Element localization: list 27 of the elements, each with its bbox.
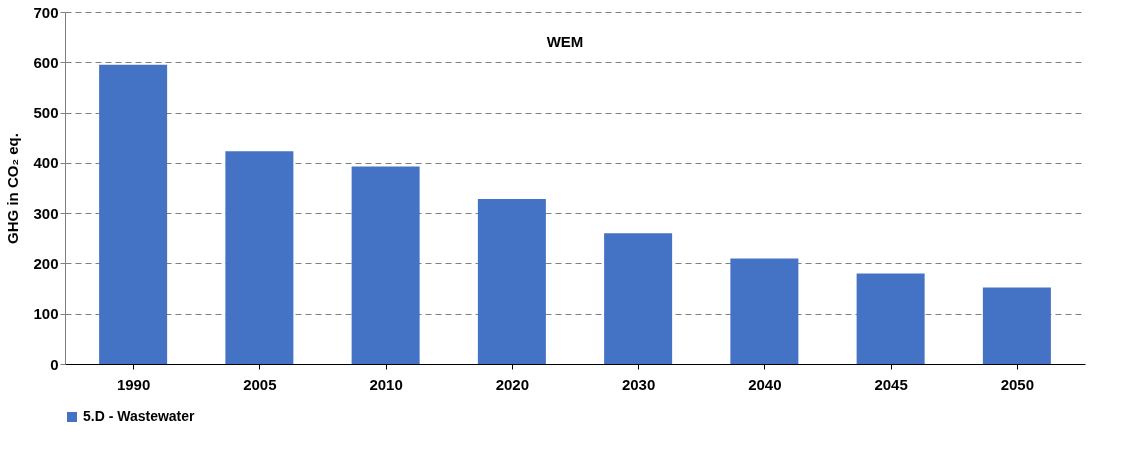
y-tick-label: 300 xyxy=(33,204,59,222)
y-tick-label: 500 xyxy=(33,104,59,122)
legend-label: 5.D - Wastewater xyxy=(83,408,196,424)
y-axis-title: GHG in CO₂ eq. xyxy=(4,133,22,244)
x-tick-label: 1990 xyxy=(116,375,151,393)
y-tick-label: 700 xyxy=(33,3,59,21)
bar xyxy=(351,166,420,364)
bar xyxy=(99,64,168,364)
bar xyxy=(604,233,673,364)
annotation: WEM xyxy=(546,33,584,50)
y-tick-label: 600 xyxy=(33,53,59,71)
bar xyxy=(856,273,925,364)
x-tick-label: 2040 xyxy=(748,375,782,393)
y-tick-label: 0 xyxy=(50,355,59,373)
x-tick-label: 2030 xyxy=(621,375,656,393)
bar xyxy=(730,258,799,364)
y-tick-label: 100 xyxy=(33,305,59,323)
x-tick-label: 2050 xyxy=(1000,375,1035,393)
y-tick-label: 400 xyxy=(33,154,59,172)
bar xyxy=(477,199,546,364)
y-tick-label: 200 xyxy=(33,254,59,272)
bar xyxy=(982,287,1051,364)
x-tick-label: 2020 xyxy=(495,375,530,393)
x-tick-label: 2010 xyxy=(369,375,403,393)
x-tick-label: 2045 xyxy=(874,375,908,393)
bar xyxy=(225,151,294,364)
x-tick-label: 2005 xyxy=(243,375,277,393)
